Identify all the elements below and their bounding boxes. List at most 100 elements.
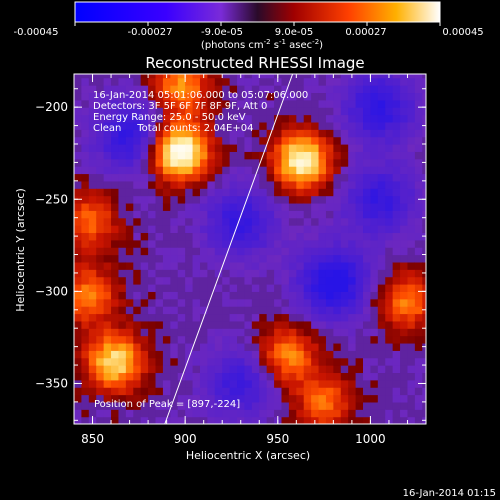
heatmap-cell	[281, 217, 290, 226]
heatmap-cell	[199, 254, 208, 263]
heatmap-cell	[118, 284, 127, 292]
heatmap-cell	[385, 158, 394, 167]
heatmap-cell	[377, 166, 386, 175]
heatmap-cell	[185, 276, 194, 285]
heatmap-cell	[103, 136, 112, 145]
heatmap-cell	[125, 261, 134, 270]
heatmap-cell	[266, 121, 275, 130]
heatmap-cell	[355, 357, 364, 366]
heatmap-cell	[422, 313, 426, 322]
x-tick-label: 900	[174, 432, 197, 446]
heatmap-cell	[392, 210, 401, 219]
heatmap-cell	[281, 77, 290, 86]
heatmap-cell	[148, 210, 157, 219]
heatmap-cell	[296, 365, 305, 374]
heatmap-cell	[325, 335, 334, 344]
heatmap-cell	[385, 261, 394, 270]
heatmap-cell	[229, 335, 238, 344]
heatmap-cell	[400, 276, 409, 285]
heatmap-cell	[214, 77, 223, 86]
heatmap-cell	[296, 188, 305, 197]
heatmap-cell	[133, 158, 142, 167]
heatmap-cell	[370, 387, 379, 396]
heatmap-cell	[155, 328, 164, 337]
heatmap-cell	[96, 114, 105, 123]
heatmap-cell	[333, 379, 342, 388]
heatmap-cell	[192, 129, 201, 138]
heatmap-cell	[333, 365, 342, 374]
heatmap-cell	[199, 394, 208, 403]
heatmap-cell	[214, 239, 223, 248]
heatmap-cell	[259, 401, 268, 410]
heatmap-cell	[222, 188, 231, 197]
heatmap-cell	[385, 188, 394, 197]
heatmap-cell	[414, 239, 423, 248]
heatmap-cell	[266, 357, 275, 366]
heatmap-cell	[162, 350, 171, 359]
heatmap-cell	[118, 232, 127, 241]
heatmap-cell	[407, 151, 416, 160]
heatmap-cell	[340, 306, 349, 315]
heatmap-cell	[377, 247, 386, 256]
heatmap-cell	[192, 74, 201, 79]
heatmap-cell	[237, 158, 246, 167]
heatmap-cell	[318, 342, 327, 351]
heatmap-cell	[192, 217, 201, 226]
heatmap-cell	[422, 180, 426, 189]
heatmap-cell	[111, 365, 120, 374]
heatmap-cell	[118, 144, 127, 152]
heatmap-cell	[207, 254, 216, 263]
heatmap-cell	[318, 232, 327, 241]
heatmap-cell	[229, 320, 238, 329]
heatmap-cell	[199, 350, 208, 359]
heatmap-cell	[192, 394, 201, 403]
heatmap-cell	[177, 350, 186, 359]
heatmap-cell	[251, 136, 260, 145]
heatmap-cell	[118, 247, 127, 256]
heatmap-cell	[400, 320, 409, 329]
heatmap-cell	[340, 151, 349, 160]
heatmap-cell	[177, 261, 186, 270]
heatmap-cell	[385, 144, 394, 152]
heatmap-cell	[88, 180, 97, 189]
heatmap-cell	[296, 129, 305, 138]
heatmap-cell	[385, 342, 394, 351]
heatmap-cell	[266, 144, 275, 152]
heatmap-cell	[251, 239, 260, 248]
heatmap-cell	[407, 202, 416, 211]
heatmap-cell	[125, 335, 134, 344]
heatmap-cell	[155, 298, 164, 307]
heatmap-cell	[422, 320, 426, 329]
heatmap-cell	[214, 284, 223, 292]
heatmap-cell	[155, 401, 164, 410]
heatmap-cell	[407, 394, 416, 403]
heatmap-cell	[414, 261, 423, 270]
heatmap-cell	[111, 195, 120, 204]
heatmap-cell	[296, 313, 305, 322]
heatmap-cell	[111, 188, 120, 197]
heatmap-cell	[400, 225, 409, 234]
heatmap-cell	[111, 387, 120, 396]
heatmap-cell	[88, 261, 97, 270]
heatmap-cell	[363, 387, 372, 396]
heatmap-cell	[370, 306, 379, 315]
heatmap-cell	[370, 247, 379, 256]
heatmap-cell	[400, 107, 409, 116]
heatmap-cell	[370, 379, 379, 388]
heatmap-cell	[392, 401, 401, 410]
heatmap-cell	[237, 409, 246, 418]
heatmap-cell	[333, 261, 342, 270]
heatmap-cell	[103, 401, 112, 410]
heatmap-cell	[385, 202, 394, 211]
heatmap-cell	[259, 291, 268, 300]
heatmap-cell	[118, 129, 127, 138]
heatmap-cell	[199, 232, 208, 241]
heatmap-cell	[244, 276, 253, 285]
heatmap-cell	[185, 261, 194, 270]
heatmap-cell	[296, 409, 305, 418]
heatmap-cell	[370, 394, 379, 403]
heatmap-cell	[155, 121, 164, 130]
heatmap-cell	[318, 107, 327, 116]
heatmap-cell	[170, 357, 179, 366]
heatmap-cell	[318, 409, 327, 418]
